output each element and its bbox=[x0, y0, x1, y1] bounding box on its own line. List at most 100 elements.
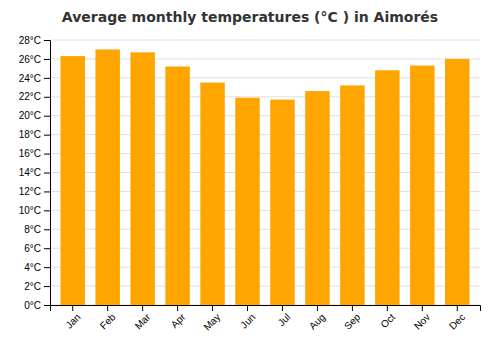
y-tick-label: 20°C bbox=[19, 110, 41, 121]
y-tick-label: 10°C bbox=[19, 205, 41, 216]
x-tick-mark bbox=[387, 305, 388, 311]
x-tick: Jul bbox=[276, 305, 293, 328]
x-tick: Mar bbox=[133, 305, 153, 331]
x-tick-label: Jun bbox=[238, 311, 257, 330]
y-tick: 2°C bbox=[24, 281, 50, 292]
x-tick-mark bbox=[282, 305, 283, 311]
bar bbox=[305, 91, 329, 305]
x-tick-label: Apr bbox=[169, 311, 188, 330]
x-tick-mark bbox=[212, 305, 213, 311]
y-tick-label: 6°C bbox=[24, 243, 41, 254]
y-tick: 28°C bbox=[19, 35, 50, 46]
y-tick: 10°C bbox=[19, 205, 50, 216]
x-tick-label: Jul bbox=[276, 311, 293, 328]
y-tick-mark bbox=[44, 210, 50, 211]
chart: 0°C 2°C 4°C 6°C 8°C 10°C 12°C 14°C 16°C 18°C 20°C 2… bbox=[0, 0, 500, 350]
grid bbox=[50, 40, 480, 305]
y-tick-label: 24°C bbox=[19, 73, 41, 84]
x-tick-label: Feb bbox=[98, 311, 118, 331]
x-tick-label: Jan bbox=[63, 311, 82, 330]
y-tick: 26°C bbox=[19, 54, 50, 65]
y-tick-label: 28°C bbox=[19, 35, 41, 46]
y-tick-mark bbox=[44, 116, 50, 117]
y-tick: 4°C bbox=[24, 262, 50, 273]
y-tick-mark bbox=[44, 59, 50, 60]
x-tick-label: Mar bbox=[133, 311, 153, 331]
bar bbox=[235, 98, 259, 305]
y-tick: 0°C bbox=[24, 300, 50, 311]
y-tick: 12°C bbox=[19, 186, 50, 197]
bar bbox=[200, 83, 224, 305]
x-tick-label: Nov bbox=[412, 311, 432, 331]
x-tick: Jan bbox=[63, 305, 82, 331]
y-tick-mark bbox=[44, 286, 50, 287]
title: Average monthly temperatures (°C ) in Ai… bbox=[62, 9, 438, 25]
bar bbox=[445, 59, 469, 305]
bar bbox=[60, 56, 84, 305]
x-tick-mark bbox=[317, 305, 318, 311]
plot: 0°C 2°C 4°C 6°C 8°C 10°C 12°C 14°C 16°C 18°C 20°C 2… bbox=[19, 35, 481, 333]
y-tick-label: 0°C bbox=[24, 300, 41, 311]
x-tick: Nov bbox=[412, 305, 432, 332]
y-tick-label: 16°C bbox=[19, 148, 41, 159]
y-tick: 22°C bbox=[19, 91, 50, 102]
grid-line bbox=[50, 40, 480, 41]
x-tick: Jun bbox=[238, 305, 257, 331]
y-tick-label: 4°C bbox=[24, 262, 41, 273]
y-tick-label: 12°C bbox=[19, 186, 41, 197]
x-tick-mark bbox=[352, 305, 353, 311]
y-tick-label: 8°C bbox=[24, 224, 41, 235]
x-tick-mark bbox=[72, 305, 73, 311]
x-axis: Jan Feb Mar Apr May Jun Jul Aug Sep Oct Nov Dec bbox=[51, 305, 481, 333]
x-tick-label: Dec bbox=[447, 311, 467, 331]
y-tick-mark bbox=[44, 229, 50, 230]
y-tick-mark bbox=[44, 97, 50, 98]
y-tick: 8°C bbox=[24, 224, 50, 235]
x-tick: Aug bbox=[307, 305, 327, 332]
x-tick-mark bbox=[142, 305, 143, 311]
y-tick-mark bbox=[44, 40, 50, 41]
x-tick-mark bbox=[422, 305, 423, 311]
x-tick-mark bbox=[247, 305, 248, 311]
bars bbox=[60, 49, 469, 305]
axis-line bbox=[44, 41, 51, 306]
y-tick-mark bbox=[44, 154, 50, 155]
y-tick: 16°C bbox=[19, 148, 50, 159]
x-tick-label: Oct bbox=[378, 311, 397, 330]
y-tick: 18°C bbox=[19, 129, 50, 140]
y-tick-label: 22°C bbox=[19, 91, 41, 102]
y-tick: 20°C bbox=[19, 110, 50, 121]
x-tick-mark bbox=[177, 305, 178, 311]
y-tick-mark bbox=[44, 248, 50, 249]
y-tick: 14°C bbox=[19, 167, 50, 178]
x-tick: Dec bbox=[447, 305, 467, 332]
y-tick-label: 14°C bbox=[19, 167, 41, 178]
y-axis: 0°C 2°C 4°C 6°C 8°C 10°C 12°C 14°C 16°C 18°C 20°C 2… bbox=[19, 35, 51, 311]
y-tick-mark bbox=[44, 267, 50, 268]
y-tick-mark bbox=[44, 173, 50, 174]
y-tick-label: 18°C bbox=[19, 129, 41, 140]
bar bbox=[375, 70, 399, 305]
y-tick: 6°C bbox=[24, 243, 50, 254]
x-tick: Feb bbox=[98, 305, 118, 331]
bar bbox=[165, 67, 189, 306]
x-tick-mark bbox=[457, 305, 458, 311]
y-tick-label: 2°C bbox=[24, 281, 41, 292]
x-tick-label: Sep bbox=[342, 311, 363, 332]
bar bbox=[410, 66, 434, 305]
x-tick: Oct bbox=[378, 305, 397, 330]
bar bbox=[270, 100, 294, 305]
y-tick-mark bbox=[44, 135, 50, 136]
bar bbox=[340, 85, 364, 305]
y-tick-mark bbox=[44, 305, 50, 306]
x-tick-label: May bbox=[201, 311, 222, 332]
bar bbox=[130, 52, 154, 305]
x-tick: May bbox=[201, 305, 222, 333]
y-tick-mark bbox=[44, 191, 50, 192]
y-tick-label: 26°C bbox=[19, 54, 41, 65]
x-tick-mark bbox=[107, 305, 108, 311]
x-tick: Sep bbox=[342, 305, 363, 332]
x-tick-label: Aug bbox=[307, 311, 327, 331]
axis-line bbox=[51, 306, 481, 312]
x-tick: Apr bbox=[169, 305, 188, 330]
